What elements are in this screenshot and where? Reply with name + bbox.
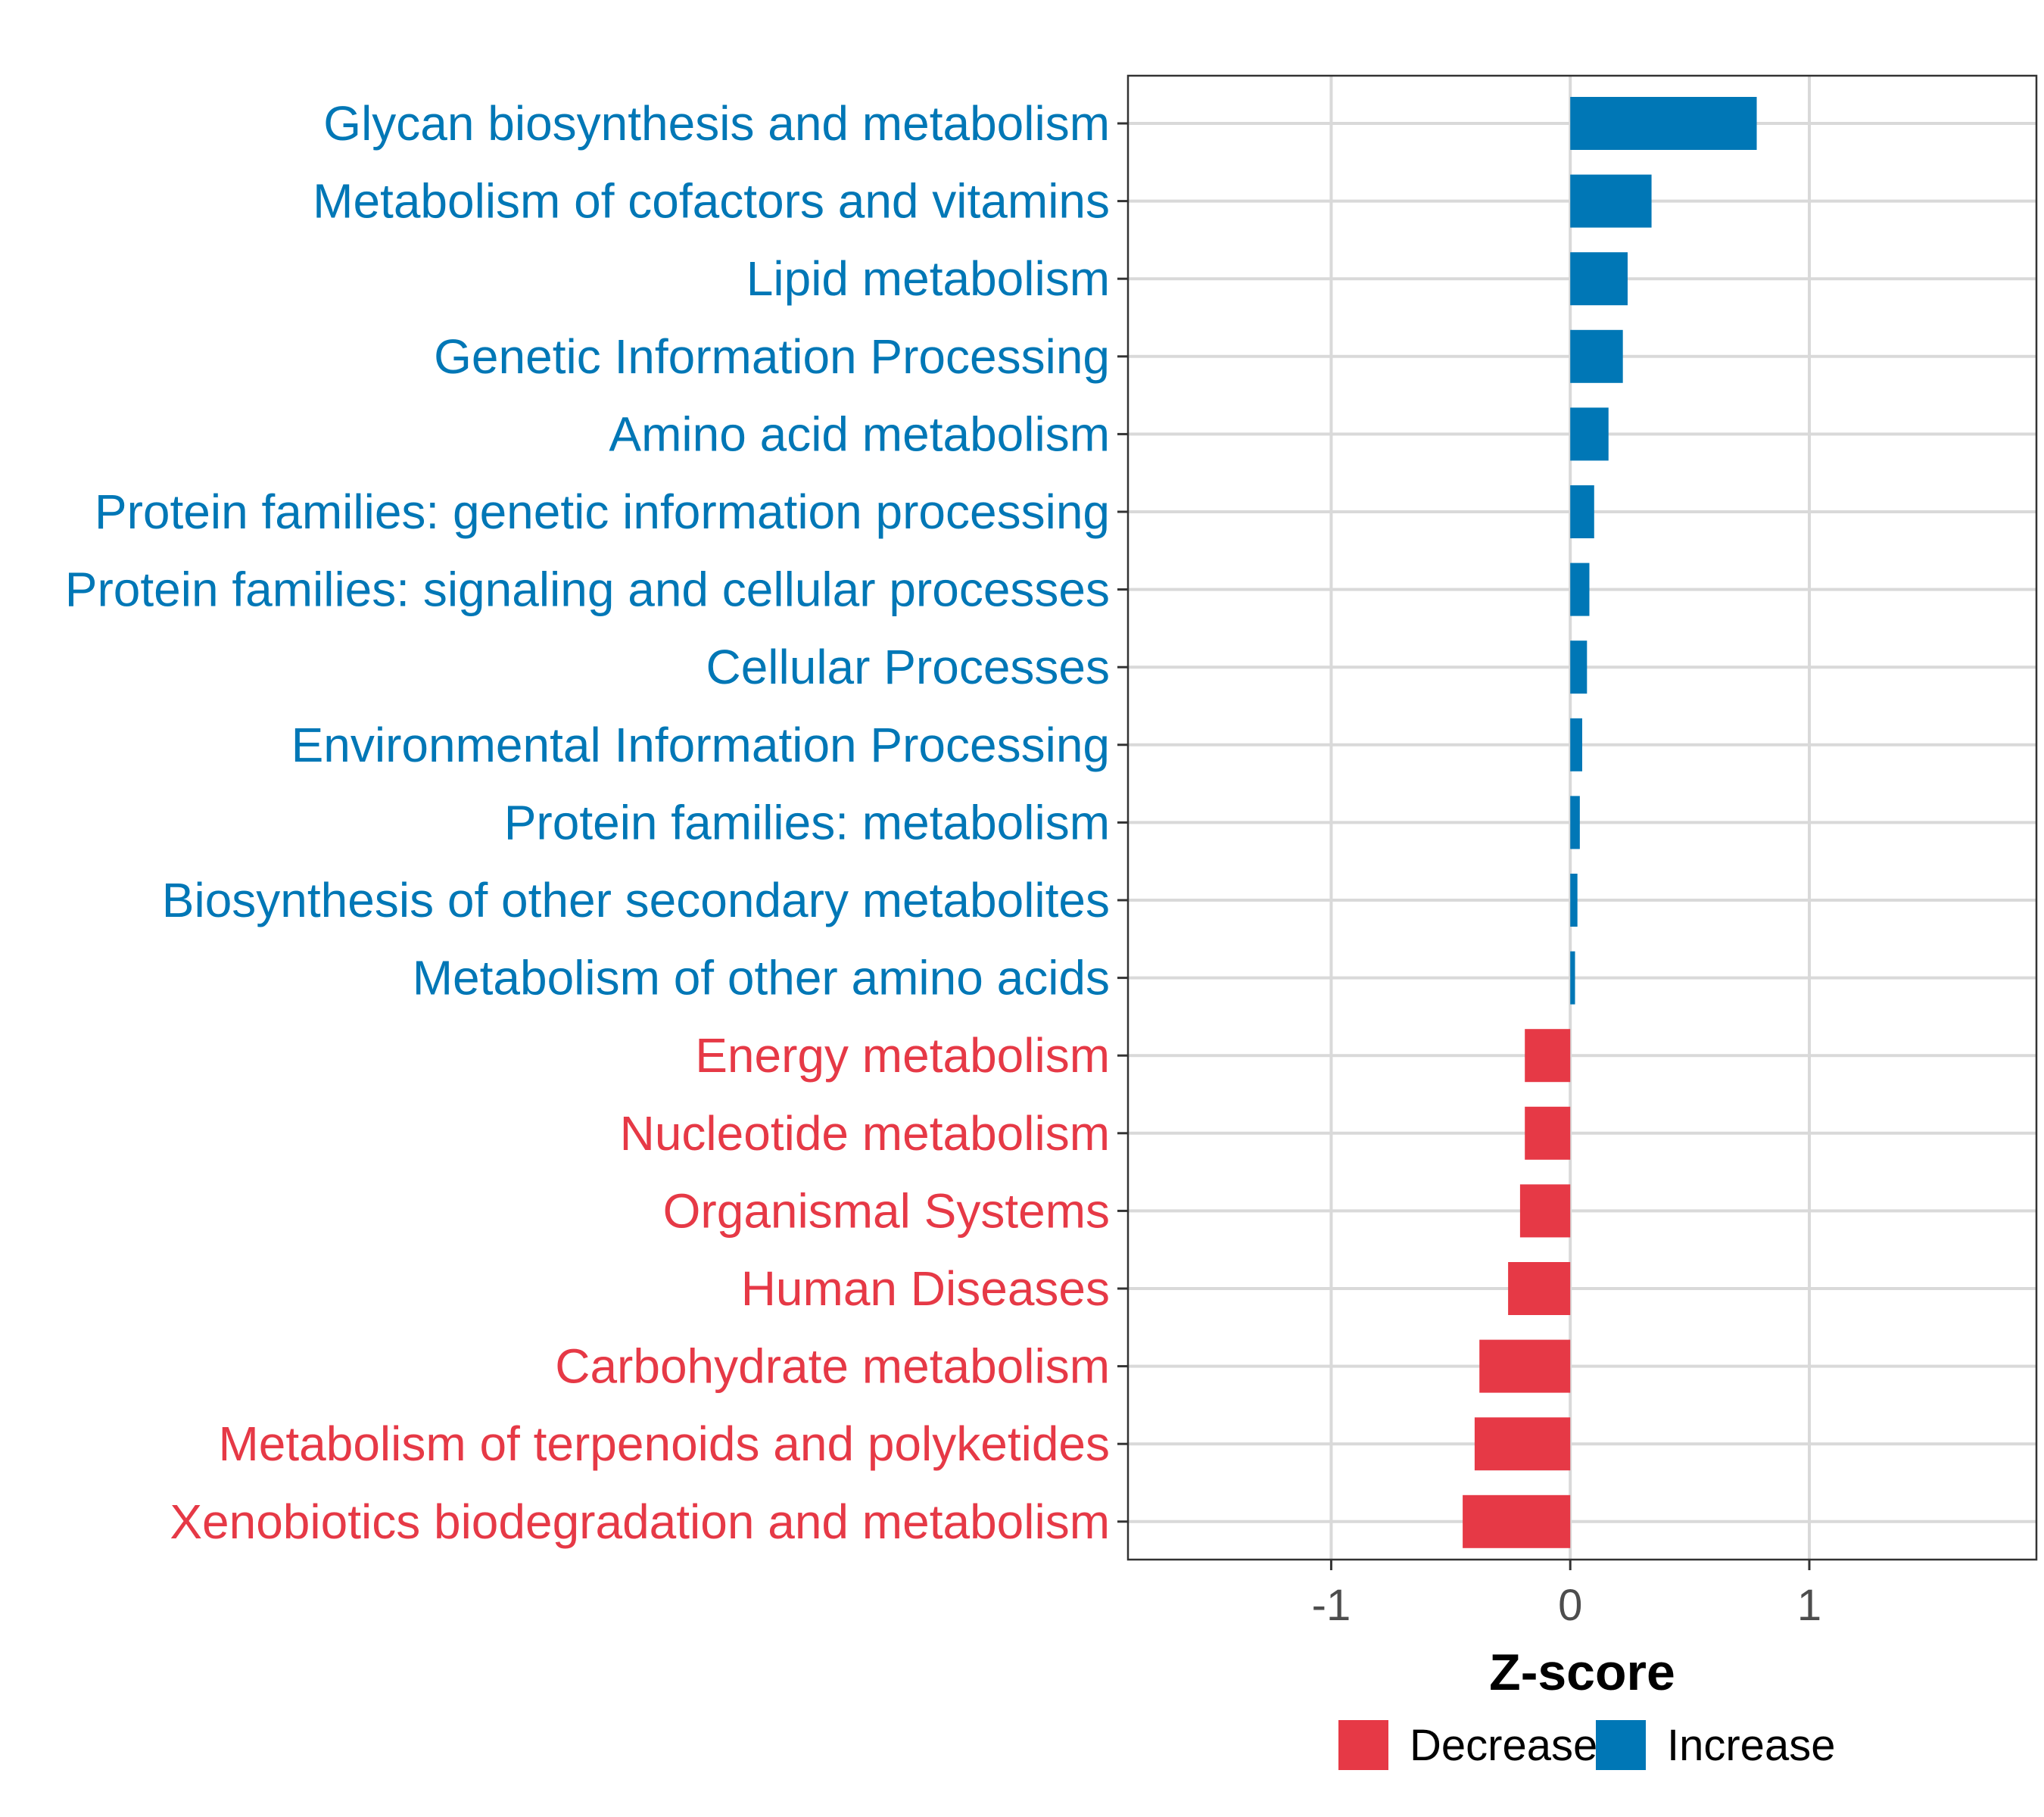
category-label-glycan-biosynthesis-and-metabolism: Glycan biosynthesis and metabolism <box>323 96 1110 151</box>
legend-label-decrease: Decrease <box>1410 1721 1597 1770</box>
x-tick-label: 1 <box>1797 1581 1821 1630</box>
legend-label-increase: Increase <box>1667 1721 1835 1770</box>
category-label-environmental-information-processing: Environmental Information Processing <box>291 718 1110 772</box>
category-label-protein-families-signaling-and-cellular-processes: Protein families: signaling and cellular… <box>65 563 1110 617</box>
bar-genetic-information-processing <box>1570 329 1623 383</box>
legend-swatch-increase <box>1596 1720 1646 1770</box>
tick-layer: -1 0 1 <box>1117 122 1821 1630</box>
x-tick-label: -1 <box>1312 1581 1351 1630</box>
bar-environmental-information-processing <box>1570 718 1582 771</box>
category-label-organismal-systems: Organismal Systems <box>663 1183 1110 1238</box>
category-label-cellular-processes: Cellular Processes <box>706 640 1110 694</box>
bar-metabolism-of-cofactors-and-vitamins <box>1570 174 1652 228</box>
category-label-layer: Glycan biosynthesis and metabolism Metabo… <box>65 96 1110 1549</box>
bar-protein-families-signaling-and-cellular-processes <box>1570 563 1590 616</box>
category-label-genetic-information-processing: Genetic Information Processing <box>434 329 1110 384</box>
x-tick-label: 0 <box>1558 1581 1582 1630</box>
category-label-metabolism-of-terpenoids-and-polyketides: Metabolism of terpenoids and polyketides <box>218 1417 1110 1471</box>
plot-panel-border <box>1126 74 2038 1561</box>
legend: Decrease Increase <box>1338 1720 1835 1770</box>
bar-protein-families-genetic-information-processing <box>1570 485 1594 538</box>
legend-swatch-decrease <box>1338 1720 1388 1770</box>
bar-xenobiotics-biodegradation-and-metabolism <box>1463 1494 1571 1548</box>
bar-glycan-biosynthesis-and-metabolism <box>1570 97 1757 150</box>
category-label-metabolism-of-cofactors-and-vitamins: Metabolism of cofactors and vitamins <box>313 174 1110 229</box>
bar-metabolism-of-other-amino-acids <box>1570 951 1575 1005</box>
category-label-lipid-metabolism: Lipid metabolism <box>746 251 1110 306</box>
category-label-energy-metabolism: Energy metabolism <box>695 1028 1110 1083</box>
category-label-carbohydrate-metabolism: Carbohydrate metabolism <box>555 1339 1110 1394</box>
category-label-xenobiotics-biodegradation-and-metabolism: Xenobiotics biodegradation and metabolis… <box>170 1494 1110 1549</box>
category-label-biosynthesis-of-other-secondary-metabolites: Biosynthesis of other secondary metaboli… <box>162 873 1110 927</box>
bar-human-diseases <box>1508 1262 1571 1315</box>
category-label-protein-families-metabolism: Protein families: metabolism <box>504 795 1110 849</box>
grid-layer <box>1128 76 2036 1560</box>
bar-metabolism-of-terpenoids-and-polyketides <box>1474 1417 1571 1471</box>
bar-nucleotide-metabolism <box>1525 1106 1571 1160</box>
bar-energy-metabolism <box>1525 1029 1571 1083</box>
category-label-amino-acid-metabolism: Amino acid metabolism <box>609 407 1110 461</box>
category-label-protein-families-genetic-information-processing: Protein families: genetic information pr… <box>95 485 1110 539</box>
category-label-human-diseases: Human Diseases <box>741 1261 1110 1316</box>
bar-amino-acid-metabolism <box>1570 407 1609 461</box>
bar-lipid-metabolism <box>1570 252 1628 306</box>
bar-cellular-processes <box>1570 640 1588 694</box>
bar-layer <box>1463 97 1757 1548</box>
bar-biosynthesis-of-other-secondary-metabolites <box>1570 874 1578 927</box>
category-label-metabolism-of-other-amino-acids: Metabolism of other amino acids <box>413 951 1110 1005</box>
bar-organismal-systems <box>1519 1184 1571 1238</box>
x-axis-title: Z-score <box>1489 1644 1675 1701</box>
bar-protein-families-metabolism <box>1570 796 1580 849</box>
category-label-nucleotide-metabolism: Nucleotide metabolism <box>620 1106 1110 1161</box>
bar-carbohydrate-metabolism <box>1479 1339 1571 1393</box>
